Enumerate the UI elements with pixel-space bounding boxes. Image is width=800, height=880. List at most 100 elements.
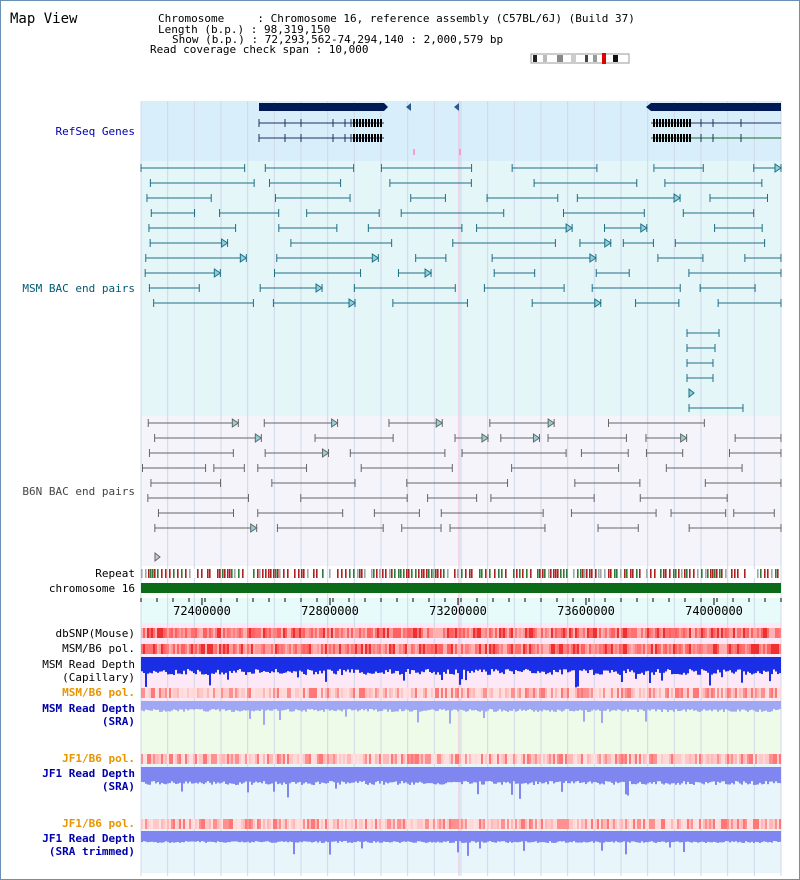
msm-b6-pol-cell — [213, 644, 215, 654]
jf1-b6-pol-2-cell — [671, 819, 673, 829]
b6n-bac-arrow — [250, 523, 258, 533]
msm-depth-sra-bar — [377, 701, 379, 712]
jf1-depth-sra-bar — [193, 767, 195, 784]
msm-b6-pol-cell — [413, 644, 415, 654]
jf1-b6-pol-2-cell — [691, 819, 693, 829]
jf1-depth-trim-bar — [417, 831, 419, 842]
jf1-b6-pol-2-cell — [581, 819, 583, 829]
dbsnp-cell — [655, 628, 657, 638]
jf1-b6-pol-cell — [761, 754, 763, 764]
jf1-depth-trim-bar — [771, 831, 773, 843]
msm-b6-pol-cell — [495, 644, 497, 654]
msm-b6-pol-cell — [659, 644, 661, 654]
jf1-depth-trim-bar — [601, 831, 603, 851]
dbsnp-cell — [639, 628, 641, 638]
jf1-depth-trim-bar — [263, 831, 265, 842]
jf1-depth-trim-bar — [383, 831, 385, 842]
jf1-b6-pol-2-cell — [603, 819, 605, 829]
msm-b6-pol-cell — [567, 644, 569, 654]
jf1-depth-sra-bar — [491, 767, 493, 782]
msm-depth-cap-bar — [523, 657, 525, 671]
msm-b6-pol-2-cell — [495, 688, 497, 698]
jf1-b6-pol-cell — [273, 754, 275, 764]
msm-b6-pol-cell — [669, 644, 671, 654]
jf1-depth-sra-bar — [609, 767, 611, 782]
dbsnp-cell — [767, 628, 769, 638]
jf1-depth-sra-bar — [509, 767, 511, 784]
jf1-depth-trim-bar — [391, 831, 393, 843]
jf1-depth-trim-bar — [617, 831, 619, 843]
track-label-b6n-bac[interactable]: B6N BAC end pairs — [22, 485, 135, 498]
jf1-b6-pol-cell — [515, 754, 517, 764]
jf1-depth-trim-bar — [159, 831, 161, 843]
repeat-element — [231, 569, 233, 578]
msm-depth-sra-bar — [513, 701, 515, 710]
msm-depth-cap-bar — [269, 657, 271, 674]
jf1-depth-trim-bar — [735, 831, 737, 842]
repeat-element — [450, 569, 452, 578]
jf1-b6-pol-2-cell — [387, 819, 389, 829]
msm-depth-cap-bar — [737, 657, 739, 670]
msm-depth-cap-bar — [497, 657, 499, 671]
msm-depth-sra-bar — [427, 701, 429, 711]
jf1-b6-pol-2-cell — [709, 819, 711, 829]
track-label-msm-bac[interactable]: MSM BAC end pairs — [22, 282, 135, 295]
msm-b6-pol-cell — [247, 644, 249, 654]
jf1-depth-trim-bar — [667, 831, 669, 843]
jf1-depth-trim-bar — [483, 831, 485, 843]
b6n-bac-arrow — [532, 433, 541, 443]
repeat-element — [400, 569, 402, 578]
jf1-b6-pol-cell — [225, 754, 227, 764]
jf1-b6-pol-cell — [501, 754, 503, 764]
msm-b6-pol-cell — [257, 644, 259, 654]
msm-b6-pol-cell — [471, 644, 473, 654]
msm-depth-sra-bar — [467, 701, 469, 712]
msm-b6-pol-2-cell — [479, 688, 481, 698]
msm-b6-pol-2-cell — [545, 688, 547, 698]
jf1-depth-trim-bar — [151, 831, 153, 842]
msm-depth-cap-bar — [227, 657, 229, 680]
repeat-element — [307, 569, 309, 578]
dbsnp-cell — [295, 628, 297, 638]
msm-b6-pol-2-cell — [149, 688, 151, 698]
msm-depth-cap-bar — [343, 657, 345, 671]
repeat-element — [145, 569, 147, 578]
b6n-bac-arrow — [254, 433, 263, 443]
jf1-b6-pol-cell — [773, 754, 775, 764]
msm-b6-pol-2-cell — [695, 688, 697, 698]
msm-b6-pol-2-cell — [297, 688, 299, 698]
msm-depth-cap-bar — [163, 657, 165, 671]
dbsnp-cell — [773, 628, 775, 638]
msm-depth-sra-bar — [507, 701, 509, 712]
msm-b6-pol-2-cell — [419, 688, 421, 698]
jf1-b6-pol-cell — [611, 754, 613, 764]
repeat-element — [584, 569, 586, 578]
jf1-depth-sra-bar — [219, 767, 221, 784]
track-label-refseq[interactable]: RefSeq Genes — [55, 125, 135, 138]
msm-b6-pol-2-cell — [685, 688, 687, 698]
jf1-depth-sra-bar — [171, 767, 173, 782]
msm-depth-cap-bar — [329, 657, 331, 670]
jf1-depth-trim-bar — [335, 831, 337, 842]
msm-b6-pol-cell — [207, 644, 209, 654]
msm-b6-pol-cell — [437, 644, 439, 654]
msm-depth-cap-bar — [567, 657, 569, 673]
repeat-element — [385, 569, 387, 578]
msm-b6-pol-cell — [639, 644, 641, 654]
jf1-depth-trim-bar — [635, 831, 637, 843]
jf1-b6-pol-cell — [257, 754, 259, 764]
jf1-b6-pol-cell — [709, 754, 711, 764]
jf1-depth-trim-bar — [625, 831, 627, 855]
jf1-b6-pol-2-cell — [537, 819, 539, 829]
jf1-b6-pol-2-cell — [541, 819, 543, 829]
dbsnp-cell — [337, 628, 339, 638]
msm-depth-cap-bar — [467, 657, 469, 672]
dbsnp-cell — [239, 628, 241, 638]
msm-depth-cap-bar — [389, 657, 391, 670]
jf1-b6-pol-2-cell — [301, 819, 303, 829]
jf1-b6-pol-cell — [391, 754, 393, 764]
msm-b6-pol-2-cell — [551, 688, 553, 698]
msm-b6-pol-2-cell — [171, 688, 173, 698]
jf1-b6-pol-2-cell — [203, 819, 205, 829]
